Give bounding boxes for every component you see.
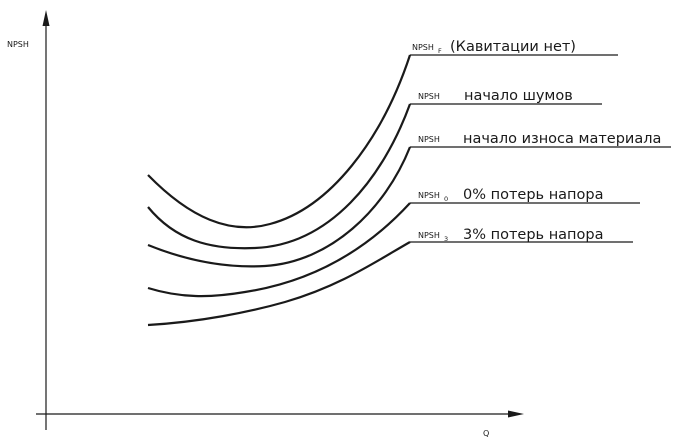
label-npsh-3-desc: 3% потерь напора bbox=[463, 227, 604, 243]
label-wear-onset-prefix: NPSH bbox=[418, 135, 440, 144]
x-axis-label: Q bbox=[483, 429, 489, 438]
x-axis-arrow bbox=[508, 410, 524, 418]
label-npsh-0: NPSH 0 0% потерь напора bbox=[418, 187, 604, 203]
label-npsh-0-prefix: NPSH bbox=[418, 191, 440, 200]
y-axis-arrow bbox=[42, 10, 50, 26]
label-npsh-3-subscript: 3 bbox=[444, 235, 448, 243]
label-noise-onset-desc: начало шумов bbox=[464, 88, 573, 104]
curve-npsh-f bbox=[147, 54, 412, 229]
label-npsh-f: NPSH F (Кавитации нет) bbox=[412, 39, 576, 55]
label-wear-onset-desc: начало износа материала bbox=[463, 131, 661, 147]
label-npsh-f-subscript: F bbox=[438, 47, 442, 55]
curve-npsh-3 bbox=[147, 241, 411, 327]
label-noise-onset: NPSH начало шумов bbox=[418, 88, 573, 104]
label-npsh-f-desc: (Кавитации нет) bbox=[450, 39, 576, 55]
label-npsh-3-prefix: NPSH bbox=[418, 231, 440, 240]
label-wear-onset: NPSH начало износа материала bbox=[418, 131, 661, 147]
curve-noise-onset bbox=[147, 103, 412, 250]
label-npsh-0-subscript: 0 bbox=[444, 195, 448, 203]
label-npsh-0-desc: 0% потерь напора bbox=[463, 187, 604, 203]
y-axis-label: NPSH bbox=[7, 40, 29, 49]
label-noise-onset-prefix: NPSH bbox=[418, 92, 440, 101]
curve-npsh-0 bbox=[147, 202, 411, 298]
label-npsh-3: NPSH 3 3% потерь напора bbox=[418, 227, 604, 243]
curve-wear-onset bbox=[147, 146, 412, 268]
label-npsh-f-prefix: NPSH bbox=[412, 43, 434, 52]
